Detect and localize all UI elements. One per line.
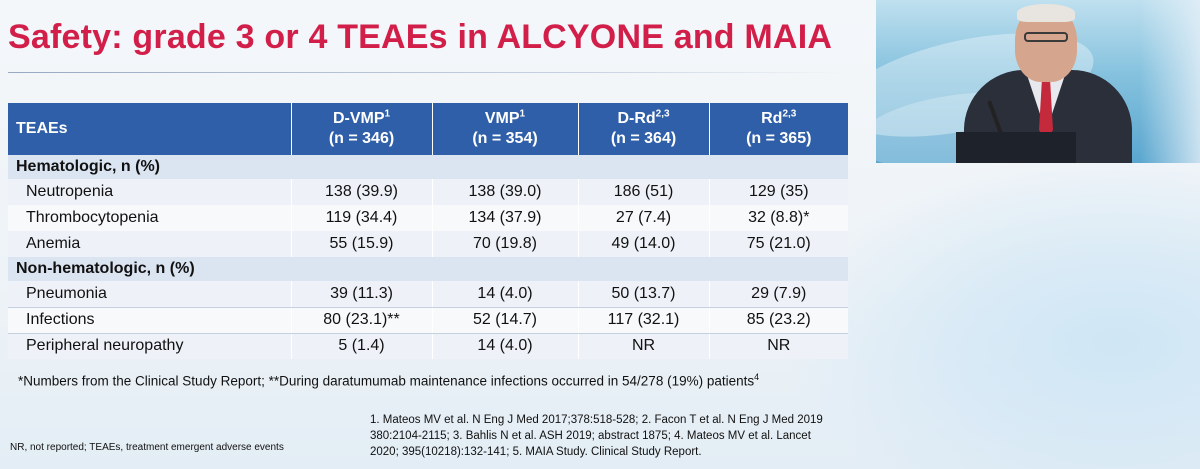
cell-value: 70 (19.8) [432, 231, 579, 257]
table-row: Anemia 55 (15.9) 70 (19.8) 49 (14.0) 75 … [8, 231, 848, 257]
cell-value: 186 (51) [578, 179, 710, 205]
presenter-tie [1039, 82, 1053, 142]
section-title: Non-hematologic, n (%) [8, 257, 848, 281]
column-n: (n = 346) [328, 130, 395, 147]
cell-value: 32 (8.8)* [709, 205, 848, 231]
row-label: Neutropenia [8, 179, 292, 205]
header-d-rd: D-Rd2,3 (n = 364) [578, 103, 710, 155]
row-label: Peripheral neuropathy [8, 333, 292, 359]
video-curtain [1140, 0, 1200, 163]
column-name: Rd [761, 110, 783, 127]
section-row-hematologic: Hematologic, n (%) [8, 155, 848, 179]
cell-value: 39 (11.3) [291, 281, 433, 308]
section-row-non-hematologic: Non-hematologic, n (%) [8, 257, 848, 281]
cell-value: 134 (37.9) [432, 205, 579, 231]
header-teaes: TEAEs [8, 103, 292, 155]
column-n: (n = 364) [610, 130, 677, 147]
cell-value: 129 (35) [709, 179, 848, 205]
column-name: VMP [484, 110, 520, 127]
section-title: Hematologic, n (%) [8, 155, 848, 179]
cell-value: 52 (14.7) [432, 307, 579, 334]
header-vmp: VMP1 (n = 354) [432, 103, 579, 155]
cell-value: 49 (14.0) [578, 231, 710, 257]
column-n: (n = 365) [746, 130, 812, 147]
cell-value: NR [709, 333, 848, 359]
references: 1. Mateos MV et al. N Eng J Med 2017;378… [370, 412, 850, 460]
column-name: D-VMP [332, 110, 385, 127]
cell-value: 75 (21.0) [709, 231, 848, 257]
cell-value: 5 (1.4) [291, 333, 433, 359]
cell-value: 55 (15.9) [291, 231, 433, 257]
cell-value: 117 (32.1) [578, 307, 710, 334]
reference-line: 2020; 395(10218):132-141; 5. MAIA Study.… [370, 446, 702, 458]
table-header-row: TEAEs D-VMP1 (n = 346) VMP1 (n = 354) D-Rd… [8, 103, 848, 155]
cell-value: 14 (4.0) [432, 333, 579, 359]
cell-value: 50 (13.7) [578, 281, 710, 308]
header-rd: Rd2,3 (n = 365) [709, 103, 848, 155]
header-d-vmp: D-VMP1 (n = 346) [291, 103, 433, 155]
cell-value: 138 (39.9) [291, 179, 433, 205]
cell-value: 27 (7.4) [578, 205, 710, 231]
presenter-video [876, 0, 1200, 163]
column-ref: 2,3 [655, 108, 670, 120]
presenter-hair [1017, 4, 1075, 22]
row-label: Pneumonia [8, 281, 292, 308]
column-ref: 2,3 [782, 108, 797, 120]
cell-value: 119 (34.4) [291, 205, 433, 231]
abbreviations: NR, not reported; TEAEs, treatment emerg… [10, 442, 284, 453]
reference-line: 1. Mateos MV et al. N Eng J Med 2017;378… [370, 414, 823, 426]
row-label: Infections [8, 307, 292, 334]
column-name: D-Rd [617, 110, 656, 127]
table-row: Pneumonia 39 (11.3) 14 (4.0) 50 (13.7) 2… [8, 281, 848, 308]
cell-value: 80 (23.1)** [291, 307, 433, 334]
presenter-glasses [1024, 32, 1068, 42]
background-wave [780, 150, 1200, 469]
footnote-ref: 4 [754, 372, 760, 382]
cell-value: 85 (23.2) [709, 307, 848, 334]
table-row: Thrombocytopenia 119 (34.4) 134 (37.9) 2… [8, 205, 848, 231]
cell-value: 14 (4.0) [432, 281, 579, 308]
column-ref: 1 [519, 108, 526, 120]
cell-value: 138 (39.0) [432, 179, 579, 205]
safety-table: TEAEs D-VMP1 (n = 346) VMP1 (n = 354) D-Rd… [8, 103, 848, 359]
title-divider [8, 72, 848, 73]
cell-value: 29 (7.9) [709, 281, 848, 308]
reference-line: 380:2104-2115; 3. Bahlis N et al. ASH 20… [370, 430, 811, 442]
row-label: Anemia [8, 231, 292, 257]
table-footnote: *Numbers from the Clinical Study Report;… [18, 372, 759, 389]
table-row: Peripheral neuropathy 5 (1.4) 14 (4.0) N… [8, 333, 848, 359]
row-label: Thrombocytopenia [8, 205, 292, 231]
table-row: Neutropenia 138 (39.9) 138 (39.0) 186 (5… [8, 179, 848, 205]
column-n: (n = 354) [472, 130, 538, 147]
cell-value: NR [578, 333, 710, 359]
table-row: Infections 80 (23.1)** 52 (14.7) 117 (32… [8, 307, 848, 334]
footnote-text: *Numbers from the Clinical Study Report;… [18, 373, 755, 389]
podium [956, 132, 1076, 163]
column-ref: 1 [384, 108, 391, 120]
slide-title: Safety: grade 3 or 4 TEAEs in ALCYONE an… [8, 18, 833, 56]
